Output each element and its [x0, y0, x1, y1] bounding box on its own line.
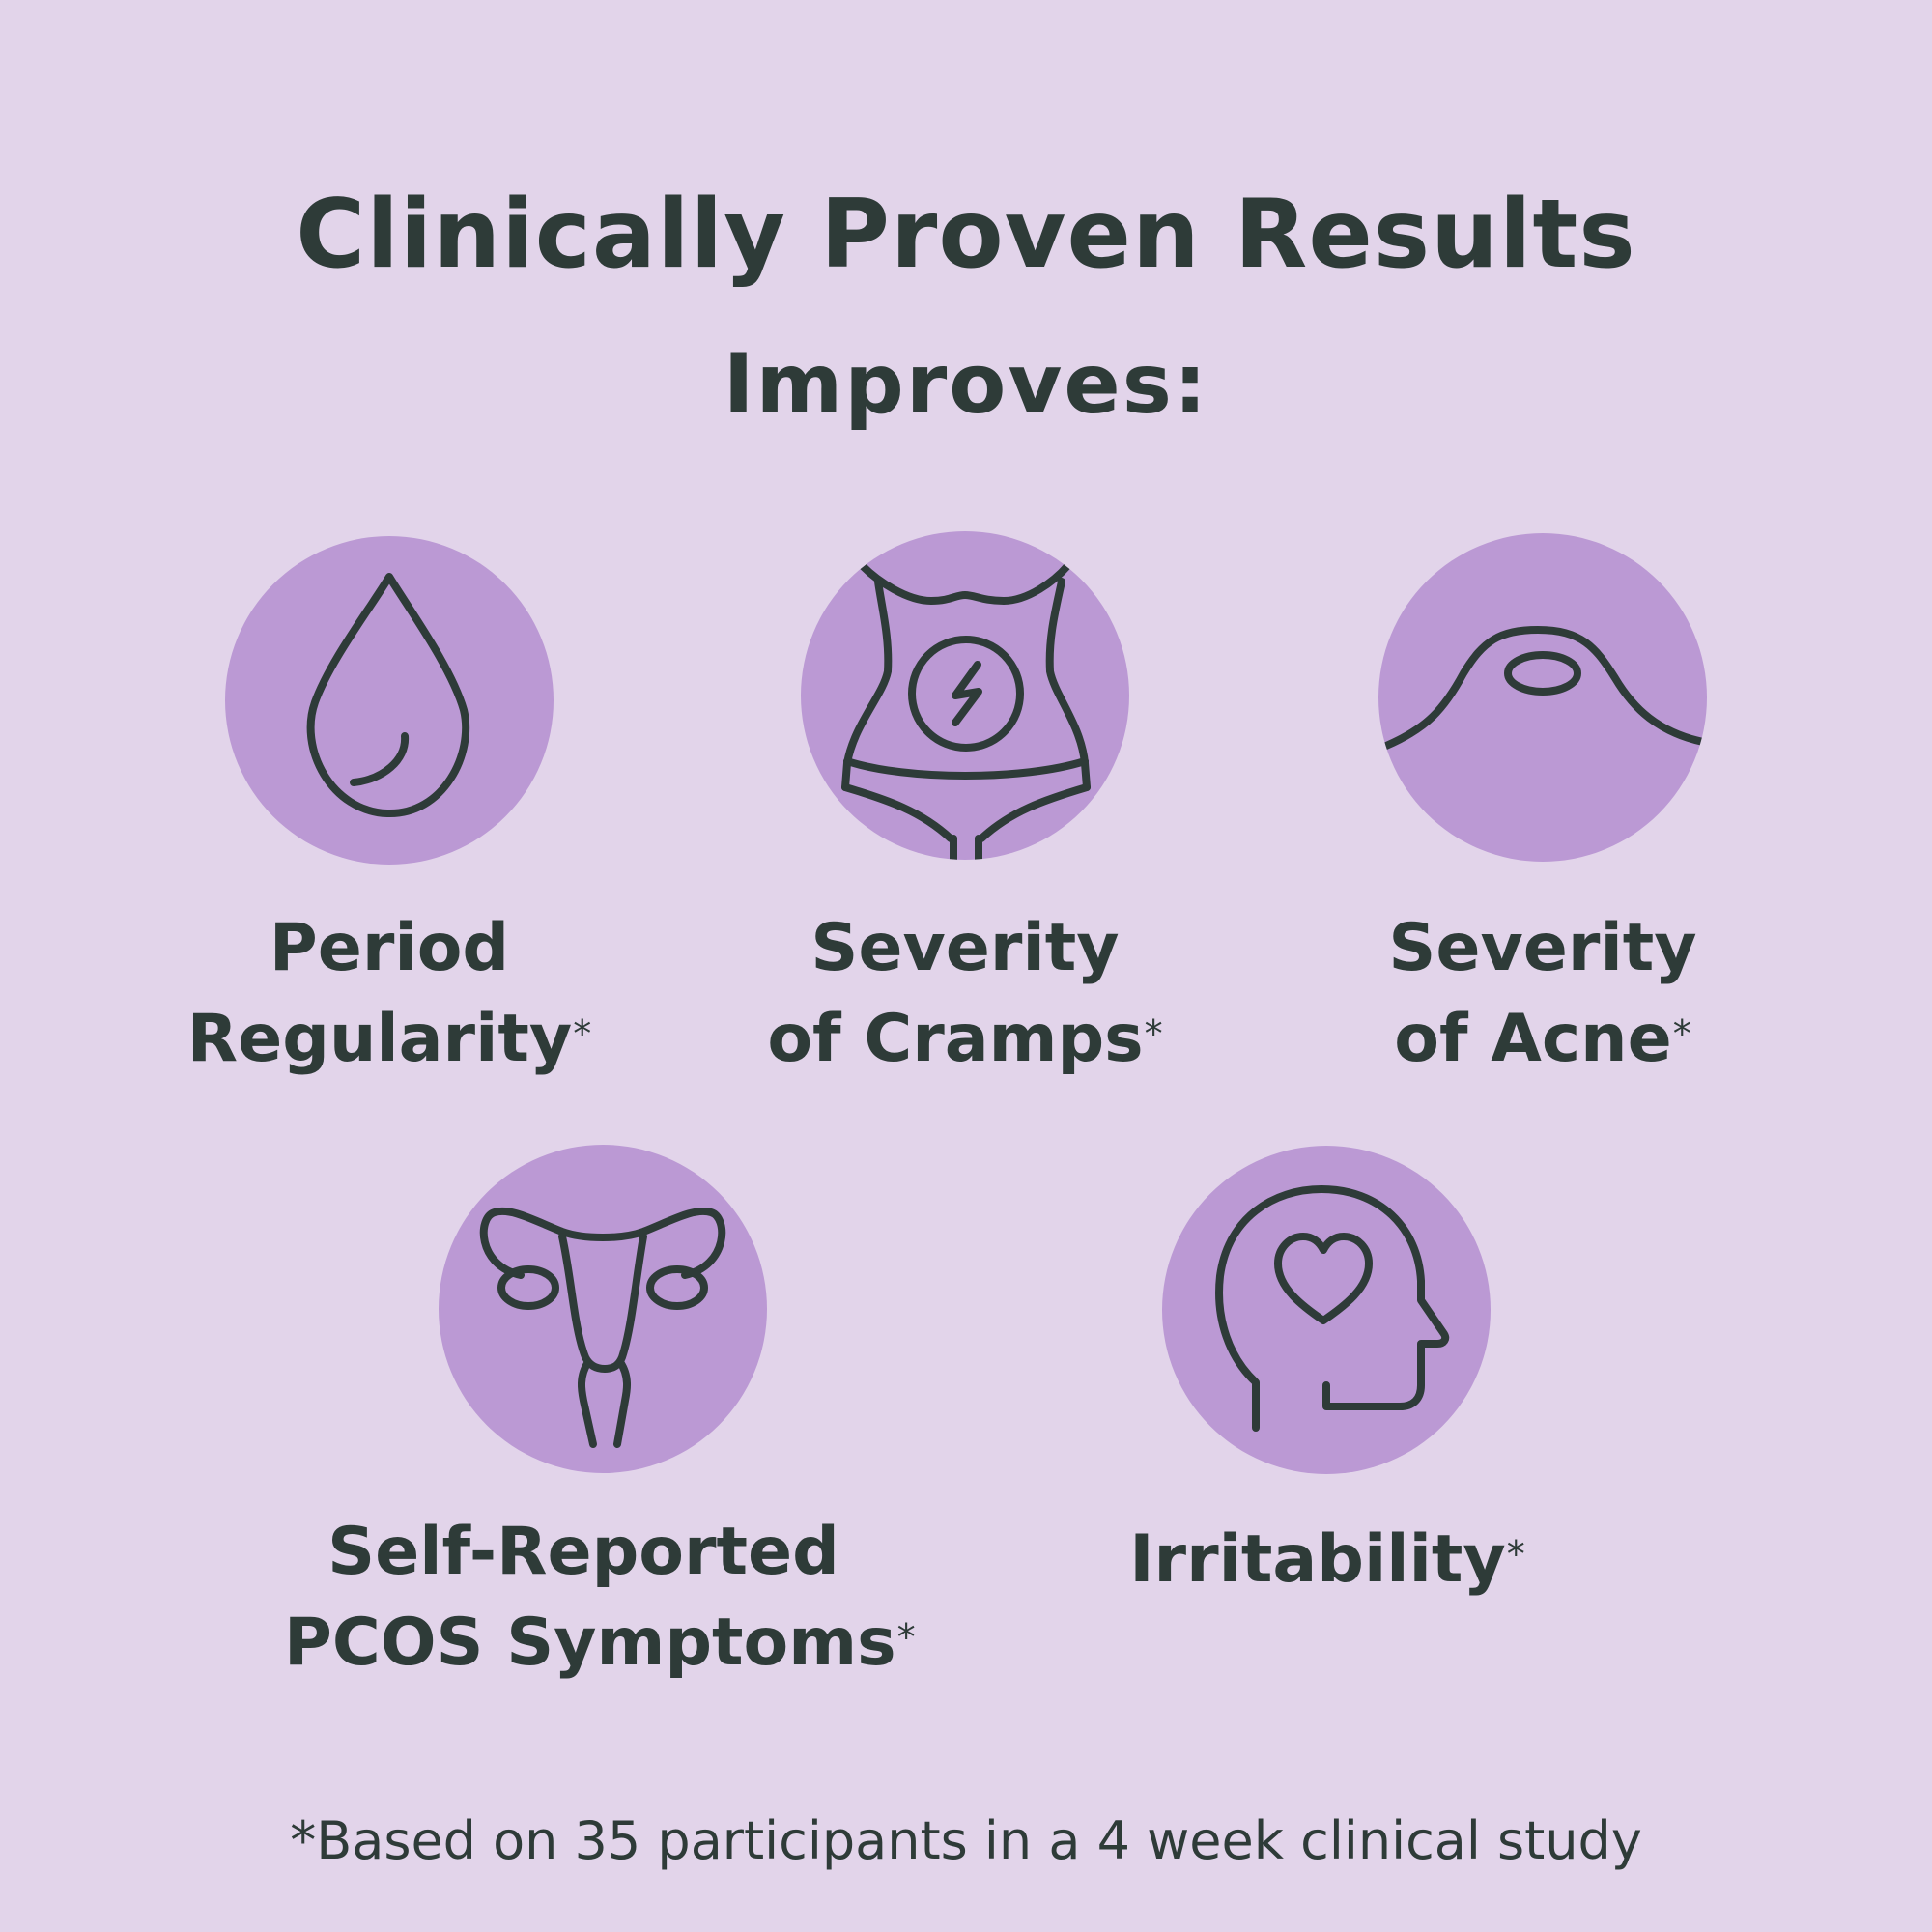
abdomen-cramp-icon [801, 531, 1129, 860]
benefit-label-line1: Severity [1388, 910, 1697, 986]
benefit-label-line2: of Acne [1394, 1001, 1672, 1077]
skin-bump-icon [1378, 533, 1707, 862]
asterisk-mark: * [1506, 1533, 1525, 1576]
uterus-icon [439, 1145, 767, 1473]
benefit-label: Self-Reported PCOS Symptoms* [284, 1507, 916, 1689]
benefit-label-line2: of Cramps [767, 1001, 1144, 1077]
benefit-label-line2: PCOS Symptoms [284, 1605, 896, 1681]
asterisk-mark: * [1144, 1012, 1163, 1055]
page-subtitle: Improves: [723, 336, 1209, 433]
benefit-label-line1: Period [269, 910, 510, 986]
page-title: Clinically Proven Results [296, 180, 1636, 290]
blood-drop-icon [225, 536, 554, 865]
benefit-label-line1: Irritability [1129, 1521, 1506, 1598]
asterisk-mark: * [573, 1012, 592, 1055]
study-footnote: *Based on 35 participants in a 4 week cl… [290, 1810, 1642, 1871]
head-heart-icon [1162, 1146, 1491, 1474]
benefit-label-line2: Regularity [186, 1001, 573, 1077]
asterisk-mark: * [1672, 1012, 1691, 1055]
benefit-label: Period Regularity* [90, 903, 689, 1085]
benefit-label-line1: Severity [810, 910, 1120, 986]
asterisk-mark: * [896, 1616, 916, 1659]
benefit-label: Irritability* [1028, 1515, 1627, 1605]
benefit-label-line1: Self-Reported [327, 1514, 839, 1590]
benefit-label: Severity of Cramps* [666, 903, 1264, 1085]
benefit-label: Severity of Acne* [1243, 903, 1842, 1085]
